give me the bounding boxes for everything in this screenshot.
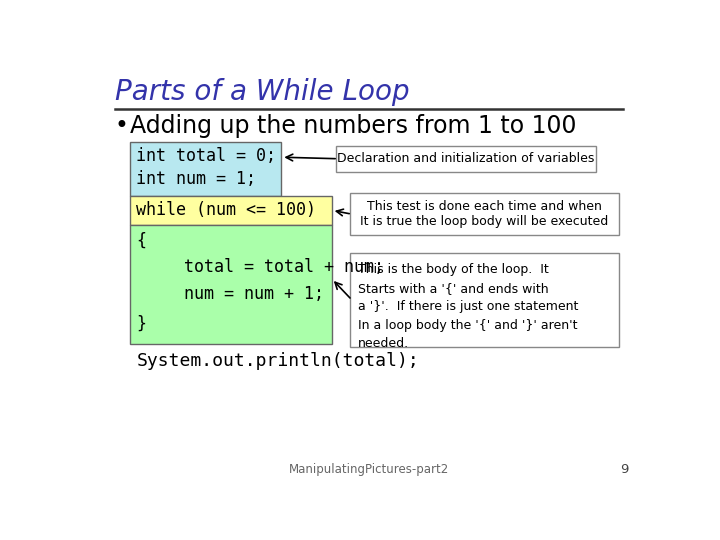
Text: This test is done each time and when
It is true the loop body will be executed: This test is done each time and when It … <box>360 200 608 228</box>
FancyBboxPatch shape <box>350 193 619 235</box>
FancyBboxPatch shape <box>130 225 332 345</box>
Text: This is the body of the loop.  It
Starts with a '{' and ends with
a '}'.  If the: This is the body of the loop. It Starts … <box>358 264 579 350</box>
Text: total = total + num;: total = total + num; <box>153 258 384 276</box>
Text: int total = 0;: int total = 0; <box>137 147 276 165</box>
Text: Adding up the numbers from 1 to 100: Adding up the numbers from 1 to 100 <box>130 114 577 138</box>
Text: int num = 1;: int num = 1; <box>137 170 256 188</box>
Text: Declaration and initialization of variables: Declaration and initialization of variab… <box>337 152 595 165</box>
Text: while (num <= 100): while (num <= 100) <box>137 201 317 219</box>
FancyBboxPatch shape <box>336 146 596 172</box>
Text: 9: 9 <box>621 463 629 476</box>
FancyBboxPatch shape <box>130 142 282 195</box>
Text: Parts of a While Loop: Parts of a While Loop <box>114 78 410 106</box>
Text: •: • <box>114 114 129 138</box>
Text: num = num + 1;: num = num + 1; <box>153 285 323 303</box>
FancyBboxPatch shape <box>130 195 332 225</box>
Text: ManipulatingPictures-part2: ManipulatingPictures-part2 <box>289 463 449 476</box>
Text: }: } <box>137 314 146 333</box>
FancyBboxPatch shape <box>350 253 619 347</box>
Text: System.out.println(total);: System.out.println(total); <box>137 352 419 370</box>
Text: {: { <box>137 231 146 249</box>
